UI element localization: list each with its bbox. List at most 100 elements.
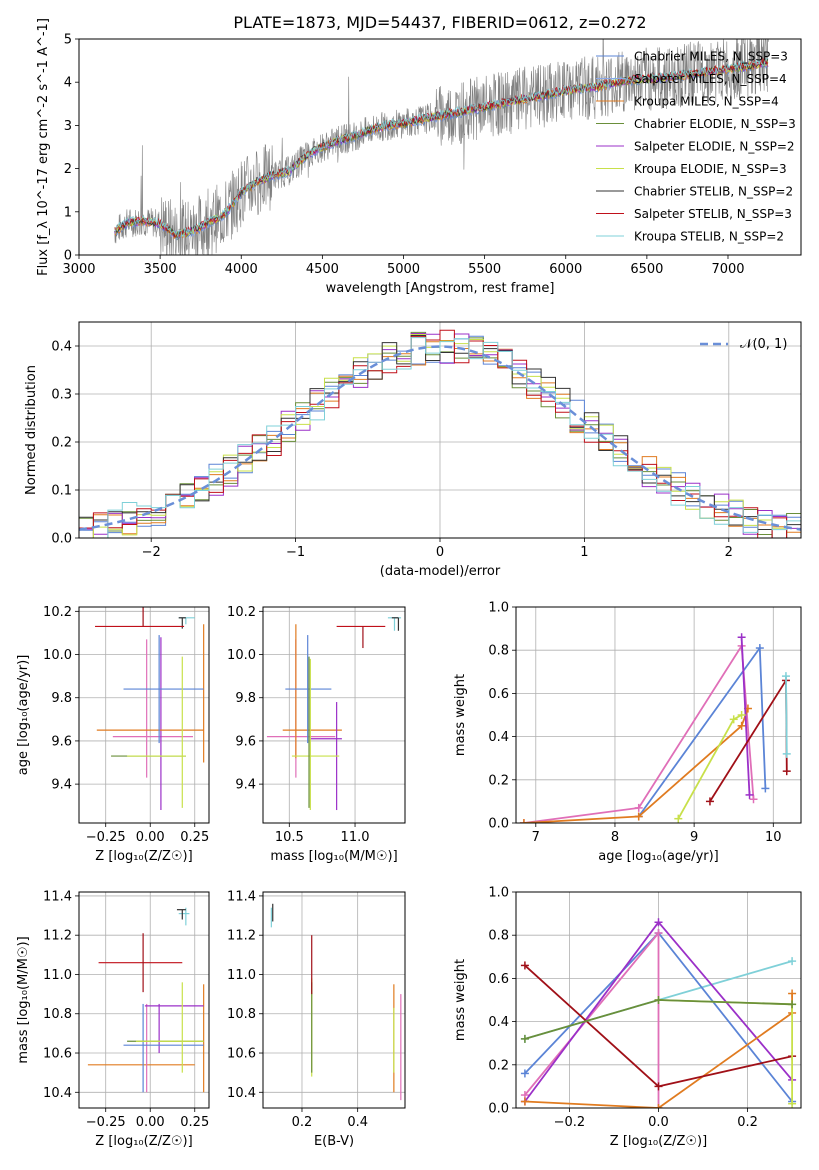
x-axis-label: Z [log₁₀(Z/Z☉)] — [610, 1134, 707, 1149]
y-tick-label: 0.8 — [488, 644, 509, 659]
y-tick-label: 0.2 — [488, 773, 509, 788]
normal-curve-line — [79, 345, 801, 531]
x-tick-label: 1 — [580, 545, 588, 560]
weight-marker — [654, 918, 663, 927]
x-tick-label: 3500 — [144, 262, 177, 277]
weight-marker — [519, 819, 528, 823]
y-tick-label: 9.8 — [235, 691, 256, 706]
plot-area — [516, 606, 801, 824]
x-tick-label: 0.2 — [737, 1115, 758, 1130]
legend-label: 𝒩(0, 1) — [740, 337, 787, 352]
y-tick-label: 10.4 — [227, 1086, 256, 1101]
y-tick-label: 10.2 — [227, 605, 256, 620]
x-tick-label: 0 — [436, 545, 444, 560]
clipped-marks — [87, 907, 205, 1093]
error-bar-point — [391, 617, 400, 631]
weight-series-line — [523, 643, 755, 823]
weight-marker — [634, 803, 643, 812]
x-tick-label: 0.25 — [180, 1115, 209, 1130]
weight-marker — [761, 784, 770, 793]
observed-spectrum-line — [114, 39, 769, 255]
y-tick-label: 0.2 — [488, 1058, 509, 1073]
y-tick-label: 0.4 — [488, 730, 509, 745]
chart-age-vs-mass: 10.5 11.0 9.4 9.6 9.8 10.0 10.2 mass [log₁₀(M/M… — [227, 605, 406, 864]
x-tick-label: 5500 — [468, 262, 501, 277]
x-tick-label: 6500 — [630, 262, 663, 277]
y-tick-label: 1.0 — [488, 601, 509, 616]
y-tick-label: 9.6 — [235, 734, 256, 749]
x-tick-label: 10 — [765, 830, 782, 845]
weight-marker — [654, 996, 663, 1004]
x-tick-label: 10.5 — [275, 830, 304, 845]
x-axis-label: age [log₁₀(age/yr)] — [598, 849, 719, 864]
x-axis-label: wavelength [Angstrom, rest frame] — [326, 281, 555, 296]
chart-weight-vs-Z: −0.2 0.0 0.2 0.0 0.2 0.4 0.6 0.8 1.0 Z [log₁₀(Z/Z… — [453, 886, 802, 1149]
x-tick-label: 6000 — [549, 262, 582, 277]
clipped-marks — [519, 633, 791, 823]
x-tick-label: 2 — [725, 545, 733, 560]
weight-marker — [520, 1097, 529, 1106]
axes-frame — [515, 606, 802, 824]
y-tick-label: 0.2 — [51, 436, 72, 451]
y-tick-label: 0.6 — [488, 687, 509, 702]
x-axis-label: (data-model)/error — [380, 564, 501, 579]
axes-frame — [78, 606, 210, 824]
legend: 𝒩(0, 1) — [700, 337, 787, 352]
x-tick-label: 0.4 — [347, 1115, 368, 1130]
x-tick-label: 4000 — [225, 262, 258, 277]
clipped-marks — [270, 903, 402, 1101]
axes-frame — [262, 891, 406, 1109]
y-tick-label: 0 — [64, 249, 72, 264]
weight-marker — [654, 929, 663, 938]
y-tick-label: 0.1 — [51, 484, 72, 499]
x-axis-label: Z [log₁₀(Z/Z☉)] — [95, 849, 192, 864]
weight-marker — [788, 957, 797, 966]
legend-label: Salpeter STELIB, N_SSP=3 — [634, 207, 792, 221]
x-tick-label: 7 — [532, 830, 540, 845]
y-axis-label: mass weight — [453, 959, 468, 1041]
y-tick-label: 1 — [64, 205, 72, 220]
weight-marker — [674, 814, 683, 823]
y-tick-label: 11.2 — [227, 929, 256, 944]
y-tick-label: 11.0 — [227, 968, 256, 983]
y-tick-label: 2 — [64, 162, 72, 177]
y-tick-label: 1.0 — [488, 886, 509, 901]
weight-series-line — [523, 708, 749, 823]
weight-marker — [654, 1104, 663, 1108]
y-tick-label: 11.4 — [227, 889, 256, 904]
weight-marker — [520, 1069, 529, 1078]
chart-age-vs-Z: −0.25 0.00 0.25 9.4 9.6 9.8 10.0 10.2 Z [log₁₀(Z… — [16, 605, 210, 864]
y-tick-label: 9.6 — [51, 734, 72, 749]
clipped-marks — [114, 39, 769, 255]
weight-series-line — [740, 637, 751, 795]
y-tick-label: 11.0 — [43, 968, 72, 983]
y-axis-label: mass weight — [453, 674, 468, 756]
legend-label: Chabrier MILES, N_SSP=3 — [634, 50, 788, 64]
x-tick-label: −0.25 — [86, 830, 126, 845]
clipped-marks — [79, 329, 801, 538]
x-tick-label: 3000 — [62, 262, 95, 277]
y-tick-label: 0.0 — [51, 532, 72, 547]
legend-label: Kroupa MILES, N_SSP=4 — [634, 95, 779, 109]
residual-histogram-step — [79, 337, 801, 538]
weight-marker — [520, 961, 529, 970]
y-tick-label: 0.0 — [488, 1102, 509, 1117]
plot-area — [79, 322, 801, 539]
plot-area — [516, 891, 801, 1109]
y-tick-label: 0.6 — [488, 972, 509, 987]
chart-mass-vs-EBV: 0.2 0.4 10.4 10.6 10.8 11.0 11.2 11.4 E(B-V) — [227, 889, 406, 1149]
error-bar-point — [123, 635, 204, 744]
y-tick-label: 0.3 — [51, 388, 72, 403]
weight-marker — [634, 812, 643, 821]
x-axis-label: Z [log₁₀(Z/Z☉)] — [95, 1134, 192, 1149]
figure-title: PLATE=1873, MJD=54437, FIBERID=0612, z=0… — [233, 13, 646, 32]
residual-histogram-step — [79, 335, 801, 538]
y-tick-label: 10.0 — [227, 648, 256, 663]
legend-label: Chabrier ELODIE, N_SSP=3 — [634, 117, 796, 131]
x-tick-label: 8 — [611, 830, 619, 845]
model-spectrum-line — [114, 58, 768, 239]
clipped-marks — [95, 607, 205, 811]
error-bar-point — [178, 617, 195, 625]
y-tick-label: 10.8 — [43, 1007, 72, 1022]
